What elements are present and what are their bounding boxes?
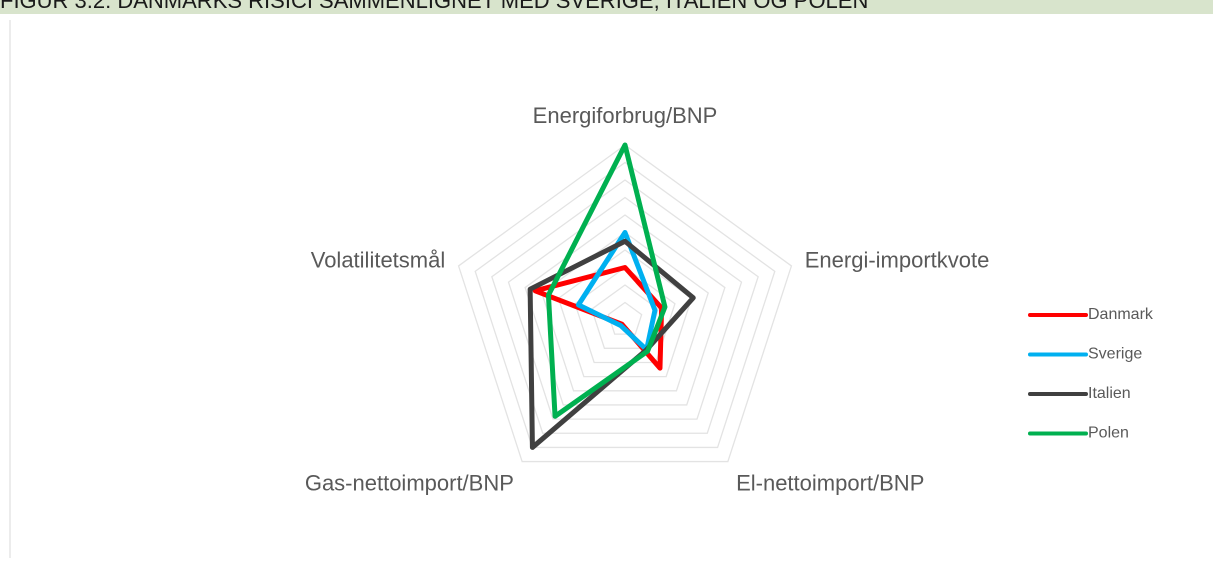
legend-label: Polen	[1088, 425, 1129, 442]
category-label: Energiforbrug/BNP	[533, 103, 718, 128]
series-line	[575, 230, 658, 353]
legend-label: Danmark	[1088, 306, 1154, 323]
category-label: El-nettoimport/BNP	[736, 471, 924, 496]
category-label: Energi-importkvote	[805, 247, 990, 272]
chart-title: FIGUR 3.2: DANMARKS RISICI SAMMENLIGNET …	[0, 0, 868, 13]
title-band	[0, 0, 1213, 14]
grid-ring	[491, 179, 759, 434]
grid-ring	[457, 144, 793, 463]
series-line	[545, 142, 668, 419]
legend-label: Italien	[1088, 385, 1131, 402]
series-line	[527, 238, 696, 450]
category-label: Volatilitetsmål	[311, 247, 446, 272]
grid-ring	[607, 301, 643, 335]
grid-ring	[507, 196, 743, 420]
grid-ring	[474, 161, 776, 449]
grid-ring	[524, 214, 726, 406]
category-label: Gas-nettoimport/BNP	[305, 471, 514, 496]
legend-label: Sverige	[1088, 346, 1142, 363]
